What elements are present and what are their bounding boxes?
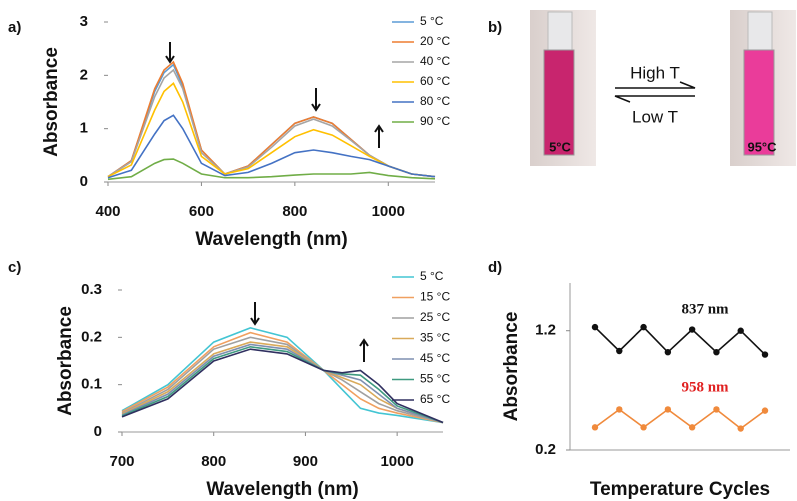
legend-label: 20 °C	[420, 34, 450, 48]
series-line	[107, 82, 436, 178]
cuvette	[743, 49, 775, 156]
legend-label: 45 °C	[420, 351, 450, 365]
legend-label: 5 °C	[420, 269, 444, 283]
arrow-head	[359, 338, 369, 347]
marker	[640, 323, 647, 331]
legend-label: 15 °C	[420, 290, 450, 304]
arrow-head	[374, 124, 384, 133]
marker	[591, 424, 599, 431]
arrow-head	[165, 55, 175, 64]
marker	[713, 406, 720, 413]
reverse-label: Low T	[632, 107, 678, 126]
legend-label: 35 °C	[420, 331, 450, 345]
y-tick-label: 0.2	[81, 328, 102, 345]
series-line	[594, 326, 766, 356]
marker	[713, 348, 720, 356]
series-line	[107, 158, 436, 181]
marker	[737, 327, 744, 334]
x-axis-title: Temperature Cycles	[590, 479, 770, 500]
y-tick-label: 1.2	[535, 322, 556, 339]
series-line	[594, 408, 766, 430]
arrow	[614, 95, 695, 103]
arrow-head	[250, 317, 260, 326]
x-axis-title: Wavelength (nm)	[206, 479, 358, 500]
marker	[616, 406, 623, 413]
series-label: 837 nm	[681, 301, 729, 317]
x-tick-label: 600	[189, 203, 214, 220]
legend-label: 40 °C	[420, 54, 450, 68]
marker	[761, 351, 769, 358]
y-tick-label: 0.1	[81, 376, 102, 393]
marker	[664, 406, 672, 413]
marker	[761, 407, 769, 414]
legend-label: 90 °C	[420, 114, 450, 128]
marker	[591, 323, 599, 331]
series-line	[107, 114, 436, 179]
cuvette-cap	[547, 11, 573, 53]
x-tick-label: 800	[282, 203, 307, 220]
panel-b: b) 5°C 95°C High T Low T	[488, 10, 796, 166]
legend-label: 25 °C	[420, 310, 450, 324]
panel-label: d)	[488, 259, 502, 276]
marker	[664, 348, 672, 356]
panel-label: b)	[488, 19, 502, 36]
marker	[640, 424, 647, 431]
cuvette	[543, 49, 575, 156]
x-tick-label: 700	[109, 453, 134, 470]
y-tick-label: 0	[94, 423, 102, 440]
y-tick-label: 0.2	[535, 441, 556, 458]
y-tick-label: 1	[80, 120, 88, 137]
series-line	[121, 348, 444, 424]
y-tick-label: 2	[80, 66, 88, 83]
x-tick-label: 1000	[380, 453, 413, 470]
series-line	[121, 327, 444, 424]
photo-label: 5°C	[549, 139, 571, 154]
legend-label: 80 °C	[420, 94, 450, 108]
marker	[616, 347, 623, 355]
series-label: 958 nm	[681, 379, 729, 395]
x-tick-label: 800	[201, 453, 226, 470]
series-line	[107, 63, 436, 178]
photo-label: 95°C	[747, 139, 777, 154]
y-axis-title: Absorbance	[501, 312, 522, 422]
legend-label: 5 °C	[420, 14, 444, 28]
y-tick-label: 0	[80, 173, 88, 190]
series-line	[107, 60, 436, 178]
y-tick-label: 3	[80, 13, 88, 30]
forward-label: High T	[630, 63, 680, 82]
legend-label: 60 °C	[420, 74, 450, 88]
arrow-head	[311, 103, 321, 112]
panel-label: c)	[8, 259, 21, 276]
legend-label: 65 °C	[420, 392, 450, 406]
cuvette-cap	[747, 11, 773, 53]
x-tick-label: 900	[293, 453, 318, 470]
y-axis-title: Absorbance	[41, 47, 62, 157]
arrow	[615, 81, 696, 89]
legend-label: 55 °C	[420, 372, 450, 386]
marker	[737, 425, 744, 432]
marker	[688, 326, 696, 333]
marker	[688, 424, 696, 431]
y-tick-label: 0.3	[81, 281, 102, 298]
x-tick-label: 400	[95, 203, 120, 220]
panel-label: a)	[8, 19, 21, 36]
y-axis-title: Absorbance	[55, 306, 76, 416]
x-tick-label: 1000	[372, 203, 405, 220]
x-axis-title: Wavelength (nm)	[195, 229, 347, 250]
